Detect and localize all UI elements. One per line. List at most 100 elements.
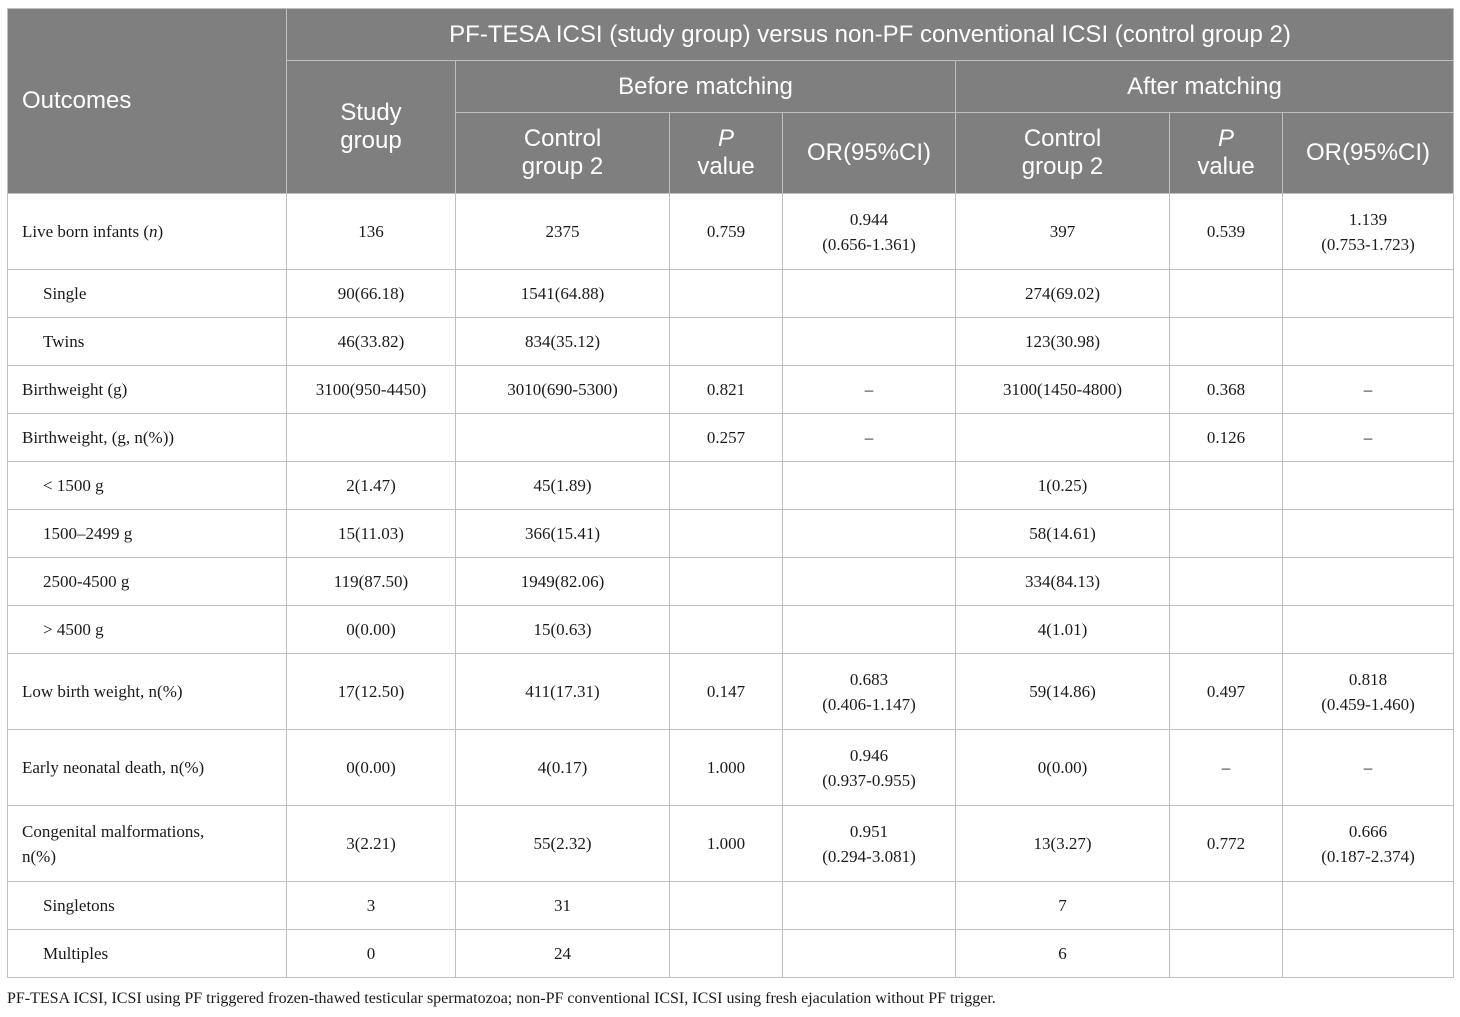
row-label-suffix: ) — [157, 222, 164, 241]
p-before-value — [669, 605, 783, 654]
p-before-value — [669, 269, 783, 318]
or-before-ci: (0.937-0.955) — [822, 770, 916, 790]
control-group-after-label: Control group 2 — [1021, 125, 1104, 180]
study-value: 3 — [286, 881, 456, 930]
control-before-value: 2375 — [455, 193, 670, 270]
row-label: Singletons — [7, 881, 287, 930]
study-value: 119(87.50) — [286, 557, 456, 606]
p-letter-after: P — [1217, 125, 1234, 152]
or-after-value: 0.666 (0.187-2.374) — [1281, 805, 1455, 882]
control-after-value: 4(1.01) — [955, 605, 1170, 654]
row-label: 1500–2499 g — [7, 509, 287, 558]
p-before-value — [669, 317, 783, 366]
p-before-value — [669, 557, 783, 606]
study-value: 0(0.00) — [286, 605, 456, 654]
after-matching-header: After matching — [954, 60, 1455, 113]
table-row: Multiples 0 24 6 — [7, 929, 1455, 978]
control-before-value: 45(1.89) — [455, 461, 670, 510]
or-after-value: 0.818 (0.459-1.460) — [1281, 653, 1455, 730]
or-after-value — [1281, 269, 1455, 318]
or-before-estimate: 0.944 — [849, 209, 889, 229]
p-before-value — [669, 461, 783, 510]
row-label: Low birth weight, n(%) — [7, 653, 287, 730]
row-label: > 4500 g — [7, 605, 287, 654]
study-value: 0 — [286, 929, 456, 978]
control-before-value: 411(17.31) — [455, 653, 670, 730]
or-after-value: 1.139 (0.753-1.723) — [1281, 193, 1455, 270]
or-before-estimate: 0.946 — [849, 745, 889, 765]
or-before-value: – — [782, 365, 956, 414]
or-after-value — [1281, 557, 1455, 606]
row-label: Multiples — [7, 929, 287, 978]
control-before-value: 3010(690-5300) — [455, 365, 670, 414]
p-after-value — [1169, 509, 1283, 558]
study-value: 2(1.47) — [286, 461, 456, 510]
study-value: 90(66.18) — [286, 269, 456, 318]
p-before-value — [669, 929, 783, 978]
outcomes-header: Outcomes — [7, 8, 287, 194]
control-after-value: 123(30.98) — [955, 317, 1170, 366]
control-after-value: 13(3.27) — [955, 805, 1170, 882]
or-before-value — [782, 881, 956, 930]
p-before-value: 0.759 — [669, 193, 783, 270]
table-row: Twins 46(33.82) 834(35.12) 123(30.98) — [7, 317, 1455, 366]
control-after-value: 58(14.61) — [955, 509, 1170, 558]
p-before-value — [669, 509, 783, 558]
p-after-value: 0.772 — [1169, 805, 1283, 882]
or-before-value — [782, 509, 956, 558]
or-before-value: 0.946 (0.937-0.955) — [782, 729, 956, 806]
table-row: > 4500 g 0(0.00) 15(0.63) 4(1.01) — [7, 605, 1455, 654]
row-label: Live born infants (n) — [7, 193, 287, 270]
or-after-header: OR(95%CI) — [1281, 112, 1455, 194]
or-before-value: – — [782, 413, 956, 462]
control-after-value: 1(0.25) — [955, 461, 1170, 510]
control-after-value: 0(0.00) — [955, 729, 1170, 806]
before-matching-header: Before matching — [455, 60, 956, 113]
p-before-value: 0.821 — [669, 365, 783, 414]
p-after-value: – — [1169, 729, 1283, 806]
row-label: Twins — [7, 317, 287, 366]
or-before-ci: (0.656-1.361) — [822, 234, 916, 254]
table-row: Low birth weight, n(%) 17(12.50) 411(17.… — [7, 653, 1455, 730]
or-after-ci: (0.187-2.374) — [1321, 846, 1415, 866]
or-after-estimate: 0.666 — [1348, 821, 1388, 841]
or-before-value — [782, 929, 956, 978]
p-before-value: 0.257 — [669, 413, 783, 462]
table-row: Singletons 3 31 7 — [7, 881, 1455, 930]
comparison-header: PF-TESA ICSI (study group) versus non-PF… — [285, 8, 1455, 61]
table-row: Live born infants (n) 136 2375 0.759 0.9… — [7, 193, 1455, 270]
or-before-header: OR(95%CI) — [782, 112, 956, 194]
p-after-value — [1169, 461, 1283, 510]
control-after-value: 6 — [955, 929, 1170, 978]
or-before-value — [782, 557, 956, 606]
or-after-value — [1281, 881, 1455, 930]
control-before-value: 55(2.32) — [455, 805, 670, 882]
control-group-after-header: Control group 2 — [955, 112, 1170, 194]
or-after-value: – — [1281, 365, 1455, 414]
study-value: 17(12.50) — [286, 653, 456, 730]
row-label: 2500-4500 g — [7, 557, 287, 606]
study-value — [286, 413, 456, 462]
or-before-estimate: 0.683 — [849, 669, 889, 689]
row-label-line1: Congenital malformations, — [22, 821, 205, 841]
row-label: Birthweight (g) — [7, 365, 287, 414]
or-before-value — [782, 461, 956, 510]
or-before-ci: (0.406-1.147) — [822, 694, 916, 714]
or-after-value — [1281, 509, 1455, 558]
p-after-value — [1169, 929, 1283, 978]
control-after-value: 3100(1450-4800) — [955, 365, 1170, 414]
p-before-value: 0.147 — [669, 653, 783, 730]
control-before-value — [455, 413, 670, 462]
p-after-value: 0.539 — [1169, 193, 1283, 270]
p-after-value: 0.368 — [1169, 365, 1283, 414]
p-letter-before: P — [717, 125, 734, 152]
or-after-ci: (0.753-1.723) — [1321, 234, 1415, 254]
p-after-value — [1169, 317, 1283, 366]
control-before-value: 31 — [455, 881, 670, 930]
or-after-estimate: 0.818 — [1348, 669, 1388, 689]
or-after-value: – — [1281, 729, 1455, 806]
table-row: < 1500 g 2(1.47) 45(1.89) 1(0.25) — [7, 461, 1455, 510]
table-row: Single 90(66.18) 1541(64.88) 274(69.02) — [7, 269, 1455, 318]
table-row: Congenital malformations, n(%) 3(2.21) 55… — [7, 805, 1455, 882]
